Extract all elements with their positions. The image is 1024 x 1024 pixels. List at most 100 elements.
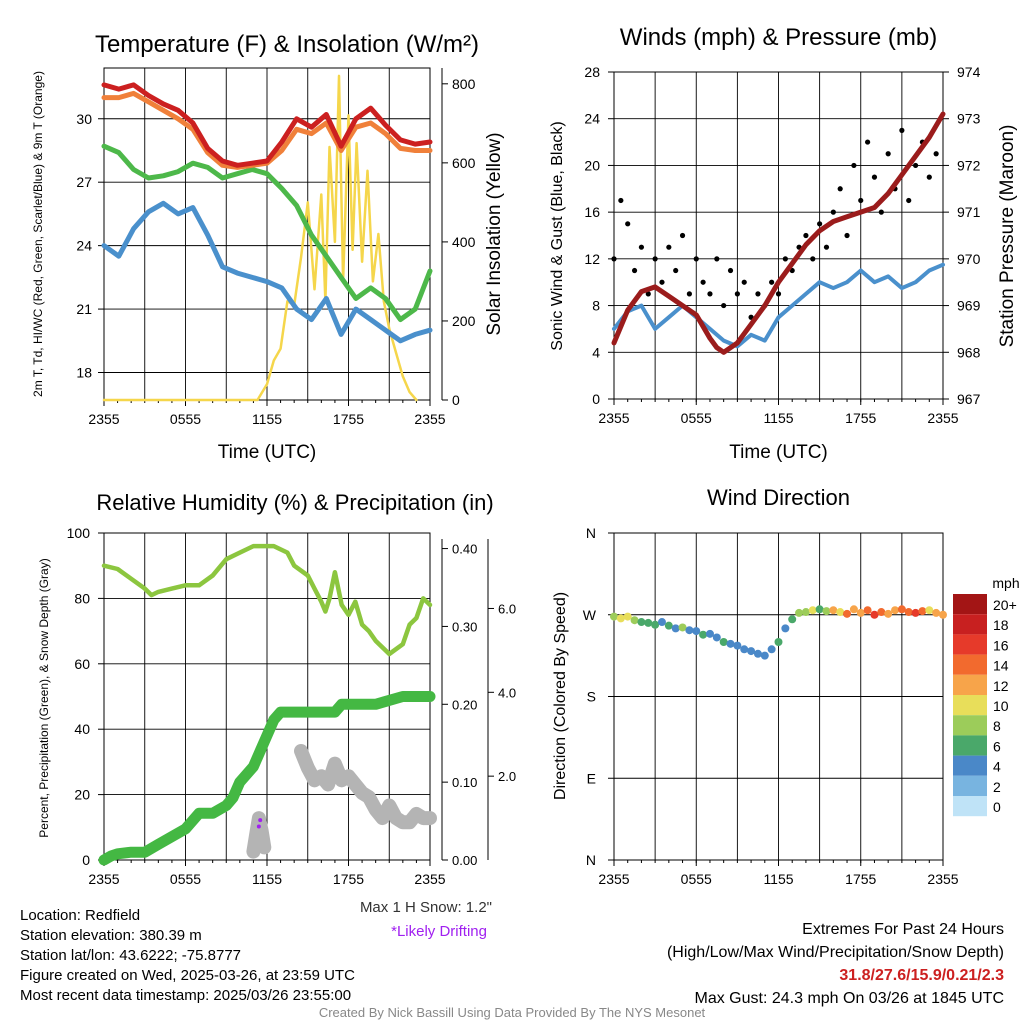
wind-gust-point	[693, 256, 699, 262]
dir-point	[760, 651, 769, 660]
dir-y-tick-label: W	[583, 607, 597, 623]
dir-point	[863, 606, 872, 615]
temp-y2-label: Solar Insolation (Yellow)	[484, 132, 505, 335]
wind-gust-point	[652, 256, 658, 262]
temp-x-label: Time (UTC)	[218, 442, 317, 463]
dir-point	[856, 608, 865, 617]
temp-series-blue	[101, 200, 433, 344]
wind-gust-point	[645, 291, 651, 297]
rh-y2-tick-label: 0.30	[452, 619, 477, 634]
wind-gust-point	[679, 232, 686, 239]
wind-y2-label: Station Pressure (Maroon)	[997, 125, 1018, 348]
rh-y2-tick-label: 0.00	[452, 853, 477, 868]
wind-x-tick-label: 2355	[598, 410, 629, 426]
station-location: Location: Redfield	[20, 907, 141, 924]
dir-legend-label: 0	[993, 799, 1001, 815]
dir-point	[685, 626, 694, 635]
dir-legend-swatch	[953, 654, 987, 675]
dir-point	[705, 629, 714, 638]
wind-gust-point	[823, 244, 830, 250]
extremes-block: Extremes For Past 24 Hours (High/Low/Max…	[667, 918, 1004, 1010]
wind-y-label: Sonic Wind & Gust (Blue, Black)	[549, 121, 566, 350]
dir-legend-label: 14	[993, 658, 1009, 674]
dir-point	[699, 630, 708, 639]
dir-point	[843, 609, 852, 618]
wind-y-tick-label: 4	[592, 344, 600, 360]
dir-point	[939, 610, 947, 619]
dir-point	[932, 608, 941, 617]
dir-point	[657, 618, 666, 627]
extremes-subtitle: (High/Low/Max Wind/Precipitation/Snow De…	[666, 944, 1004, 961]
wind-gust-point	[906, 197, 912, 204]
dir-point	[630, 616, 639, 625]
dir-legend-swatch	[953, 695, 987, 716]
temp-y2-tick-label: 600	[452, 155, 476, 171]
wind-gust-point	[899, 127, 905, 133]
rh-x-tick-label: 0555	[170, 871, 201, 887]
temp-y-tick-label: 18	[76, 365, 92, 381]
temp-series-red	[101, 82, 433, 168]
wind-gust-point	[782, 256, 788, 262]
dir-legend-swatch	[953, 775, 987, 796]
dir-point	[877, 608, 886, 617]
dir-legend-label: 4	[993, 759, 1001, 775]
dir-point	[692, 627, 701, 636]
dir-point	[891, 606, 900, 615]
wind-y-tick-label: 12	[584, 251, 600, 267]
wind-gust-point	[611, 256, 617, 262]
rh-series-rh	[101, 543, 433, 657]
wind-gust-point	[631, 267, 638, 274]
dir-legend-label: 10	[993, 698, 1009, 714]
dir-x-tick-label: 1155	[763, 871, 793, 887]
rh-y-tick-label: 100	[67, 525, 91, 541]
wind-gust-point	[618, 197, 624, 204]
wind-y2-tick-label: 968	[957, 344, 981, 360]
dir-point	[925, 606, 934, 615]
wind-gust-point	[926, 174, 932, 180]
temp-y2-tick-label: 200	[452, 313, 476, 329]
rh-y-tick-label: 0	[82, 852, 90, 868]
wind-gust-point	[714, 256, 720, 262]
wind-y2-tick-label: 970	[957, 251, 981, 267]
dir-point	[616, 614, 625, 623]
wind-gust-point	[734, 291, 740, 297]
wind-gust-point	[851, 162, 857, 169]
wind-y2-tick-label: 973	[957, 111, 981, 127]
rh-y3-tick-label: 2.0	[498, 769, 516, 784]
temp-y2-tick-label: 0	[452, 392, 460, 408]
rh-y3-tick-label: 4.0	[498, 685, 516, 700]
dir-point	[644, 618, 653, 627]
dir-point	[753, 649, 762, 658]
rh-series-green	[98, 691, 436, 866]
wind-gust-point	[858, 197, 864, 204]
wind-y-tick-label: 20	[584, 157, 600, 173]
rh-snow-note: Max 1 H Snow: 1.2"	[360, 899, 492, 916]
rh-x-tick-label: 1155	[252, 871, 282, 887]
rh-x-tick-label: 1755	[333, 871, 364, 887]
wind-gust-point	[803, 232, 809, 239]
dir-x-tick-label: 0555	[681, 871, 712, 887]
rh-series-gray	[246, 811, 272, 859]
rh-y-tick-label: 60	[74, 656, 90, 672]
temp-x-tick-label: 2355	[414, 411, 445, 427]
dir-y-tick-label: E	[587, 770, 596, 786]
dir-point	[836, 608, 845, 617]
wind-gust-point	[755, 291, 761, 297]
dir-x-tick-label: 2355	[927, 871, 958, 887]
rh-drift-mark	[256, 824, 261, 829]
wind-y-tick-label: 24	[584, 111, 600, 127]
dir-point	[911, 608, 920, 617]
rh-y-tick-label: 80	[74, 590, 90, 606]
rh-y-tick-label: 20	[74, 787, 90, 803]
wind-y-tick-label: 28	[584, 64, 600, 80]
wind-gust-point	[741, 279, 747, 285]
dir-legend-swatch	[953, 634, 987, 655]
wind-series-maroon	[611, 111, 946, 355]
dir-legend-swatch	[953, 715, 987, 736]
wind-gust-point	[878, 209, 884, 215]
temp-y-tick-label: 21	[76, 301, 92, 317]
wind-gust-point	[659, 279, 665, 285]
dir-point	[726, 639, 735, 648]
wind-series-blue	[612, 262, 945, 349]
dir-point	[747, 647, 756, 656]
